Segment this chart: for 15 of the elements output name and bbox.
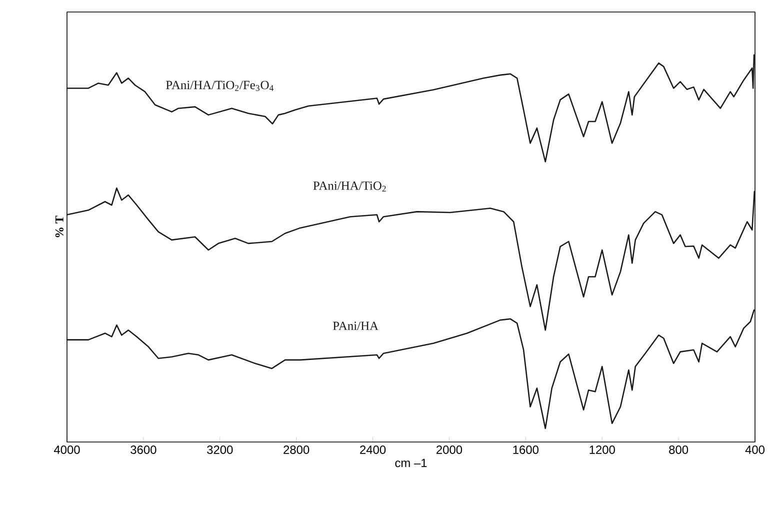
x-tick-label: 2000 xyxy=(436,446,462,454)
x-tick-label: 2400 xyxy=(360,446,386,454)
x-tick-label: 3600 xyxy=(130,446,156,454)
x-tick-label: 3200 xyxy=(207,446,233,454)
y-axis-title: % T xyxy=(55,216,64,238)
x-tick-label: 800 xyxy=(669,446,688,454)
series-label: PAni/HA xyxy=(332,322,378,330)
x-tick-label: 1200 xyxy=(590,446,615,454)
x-axis-title: cm –1 xyxy=(395,458,427,468)
series-label: PAni/HA/TiO$_{2}$ xyxy=(313,182,386,192)
x-tick-label: 4000 xyxy=(54,446,80,454)
x-tick-label: 400 xyxy=(745,446,765,454)
x-tick-label: 1600 xyxy=(513,446,538,454)
series-label: PAni/HA/TiO$_{2}$/Fe$_{3}$O$_{4}$ xyxy=(166,80,274,91)
x-tick-label: 2800 xyxy=(284,446,310,454)
